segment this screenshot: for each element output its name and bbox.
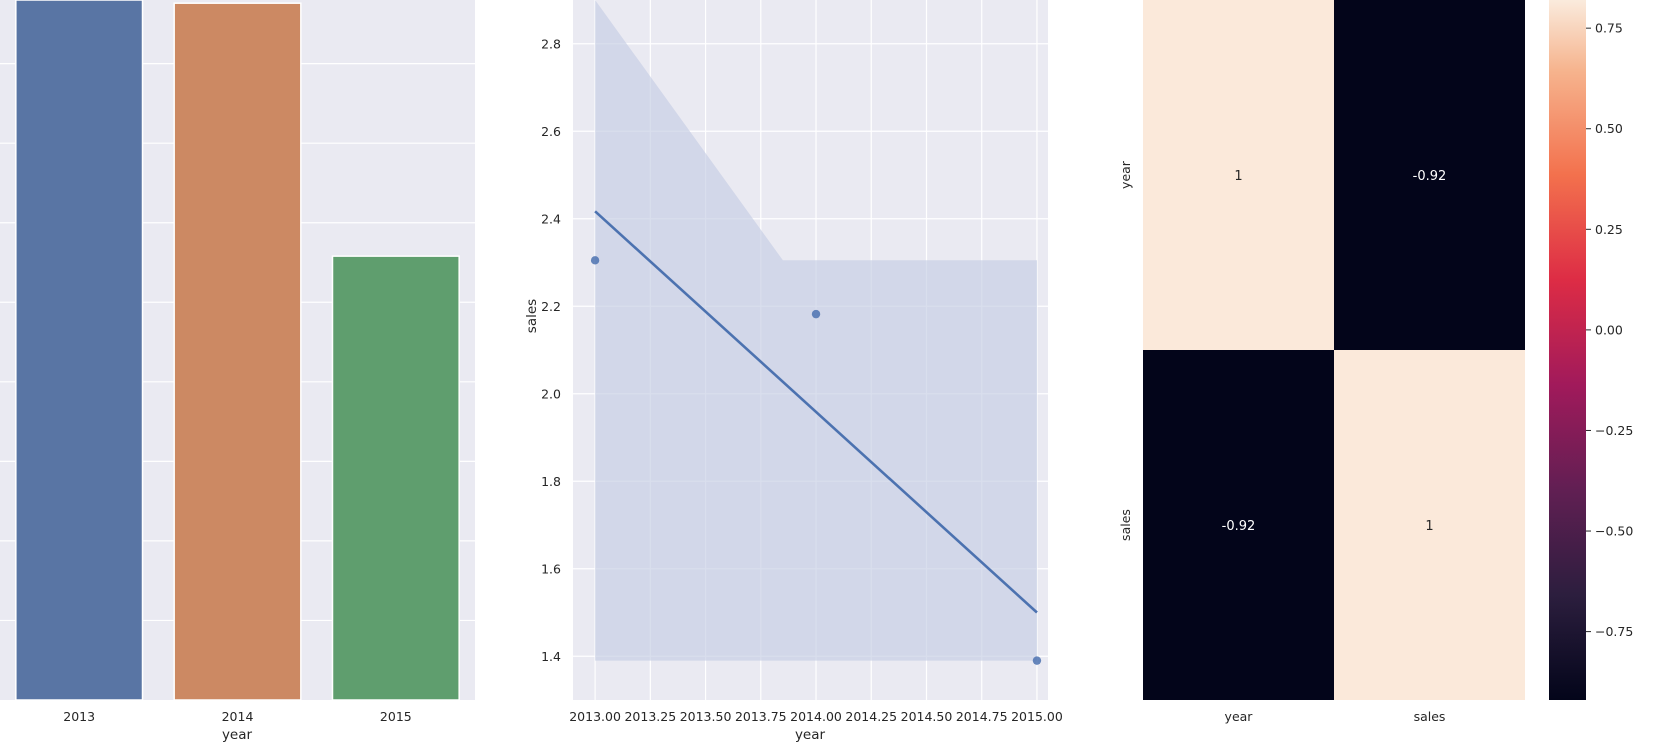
regression-y-tick-label: 2.6 [541,124,561,139]
regression-x-tick-label: 2015.00 [1011,709,1063,724]
regression-x-tick-label: 2013.00 [569,709,621,724]
colorbar-tick-label: −0.75 [1595,624,1633,639]
regression-x-tick-label: 2013.50 [680,709,732,724]
regression-y-tick-label: 2.4 [541,211,561,226]
colorbar-tick-label: −0.50 [1595,524,1633,539]
heatmap-col-label: sales [1414,709,1446,724]
regression-point [590,256,600,265]
regression-y-tick-label: 2.0 [541,386,561,401]
regression-point [1032,656,1042,665]
regression-x-label: year [795,727,826,743]
bar-chart-bars [15,0,460,701]
bar-chart-x-ticks: 2013 2014 2015 [63,709,411,724]
colorbar-tick-label: 0.25 [1595,222,1623,237]
heatmap-cell-annotation: 1 [1425,519,1433,534]
colorbar-ticks: 0.75 0.50 0.25 0.00 −0.25 −0.50 −0.75 [1586,21,1633,639]
heatmap-cell [1334,350,1525,700]
regression-confidence-band [595,0,1037,661]
regression-point [811,309,821,319]
heatmap-row-label: year [1118,160,1133,189]
regression-y-ticks: 1.4 1.6 1.8 2.0 2.2 2.4 2.6 2.8 [541,36,561,664]
heatmap-col-label: year [1225,709,1254,724]
heatmap-row-label: sales [1118,509,1133,541]
bar-2014 [173,2,302,701]
regression-y-tick-label: 1.8 [541,474,561,489]
colorbar-tick-label: −0.25 [1595,423,1633,438]
heatmap-axis-labels: year sales year sales [1118,160,1445,724]
regression-y-label: sales [524,299,540,333]
bar-chart-panel: 2013 2014 2015 year [0,0,475,743]
colorbar-tick-label: 0.50 [1595,121,1623,136]
heatmap-panel: 1 -0.92 -0.92 1 year sales year sales 0.75 0.50… [1118,0,1633,724]
heatmap-cell [1143,0,1334,350]
heatmap-cells: 1 -0.92 -0.92 1 [1143,0,1525,700]
regression-y-tick-label: 2.8 [541,36,561,51]
bar-x-tick-label: 2015 [380,709,412,724]
regression-y-tick-label: 1.4 [541,649,561,664]
heatmap-cell-annotation: 1 [1234,169,1242,184]
regression-line [594,210,1038,614]
bar-2015 [331,255,460,701]
regression-x-tick-label: 2013.75 [735,709,787,724]
regression-x-ticks: 2013.00 2013.25 2013.50 2013.75 2014.00 2014.… [569,709,1063,724]
bar-x-tick-label: 2013 [63,709,95,724]
colorbar-tick-label: 0.75 [1595,21,1623,36]
regression-y-tick-label: 1.6 [541,561,561,576]
regression-panel: 2013.00 2013.25 2013.50 2013.75 2014.00 2014.… [524,0,1063,743]
regression-x-tick-label: 2014.00 [790,709,842,724]
heatmap-cell-annotation: -0.92 [1222,519,1256,534]
bar-chart-x-label: year [222,727,253,743]
heatmap-cell-annotation: -0.92 [1413,169,1447,184]
regression-x-tick-label: 2014.75 [956,709,1008,724]
colorbar [1549,0,1586,700]
regression-points [590,256,1042,665]
regression-x-tick-label: 2013.25 [624,709,676,724]
regression-y-tick-label: 2.2 [541,299,561,314]
colorbar-tick-label: 0.00 [1595,322,1623,337]
bar-2013 [15,0,144,701]
heatmap-cell [1334,0,1525,350]
regression-x-tick-label: 2014.50 [901,709,953,724]
heatmap-cell [1143,350,1334,700]
regression-x-tick-label: 2014.25 [845,709,897,724]
bar-x-tick-label: 2014 [222,709,254,724]
